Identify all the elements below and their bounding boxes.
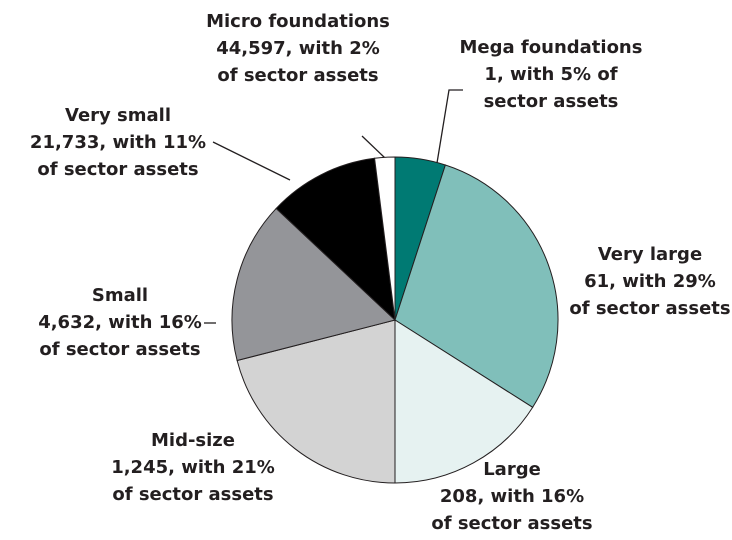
- value-label: of sector assets: [217, 65, 378, 86]
- slice-label: Very small: [65, 105, 171, 126]
- slice-label: Large: [483, 459, 541, 480]
- value-label: of sector assets: [569, 298, 730, 319]
- leader-line: [212, 141, 291, 181]
- pie-slice: [275, 157, 396, 322]
- leader-line: [436, 89, 463, 164]
- leader-line: [361, 135, 386, 159]
- pie-slice: [394, 319, 534, 484]
- value-label: 208, with 16%: [440, 486, 584, 507]
- value-label: sector assets: [484, 91, 619, 112]
- slice-label: Very large: [598, 244, 702, 265]
- slice-label: Micro foundations: [206, 11, 390, 32]
- value-label: 4,632, with 16%: [38, 312, 202, 333]
- value-label: of sector assets: [431, 513, 592, 534]
- slice-label: Mega foundations: [460, 37, 643, 58]
- value-label: 21,733, with 11%: [30, 132, 206, 153]
- pie-slice: [394, 164, 559, 409]
- value-label: 1, with 5% of: [484, 64, 617, 85]
- value-label: 61, with 29%: [584, 271, 716, 292]
- pie-slice: [231, 207, 397, 362]
- value-label: of sector assets: [39, 339, 200, 360]
- slice-label: Small: [92, 285, 148, 306]
- slice-label: Mid-size: [151, 430, 235, 451]
- value-label: of sector assets: [112, 484, 273, 505]
- value-label: of sector assets: [37, 159, 198, 180]
- value-label: 1,245, with 21%: [111, 457, 275, 478]
- value-label: 44,597, with 2%: [216, 38, 380, 59]
- pie-slice: [374, 156, 396, 321]
- pie-slice: [236, 319, 396, 484]
